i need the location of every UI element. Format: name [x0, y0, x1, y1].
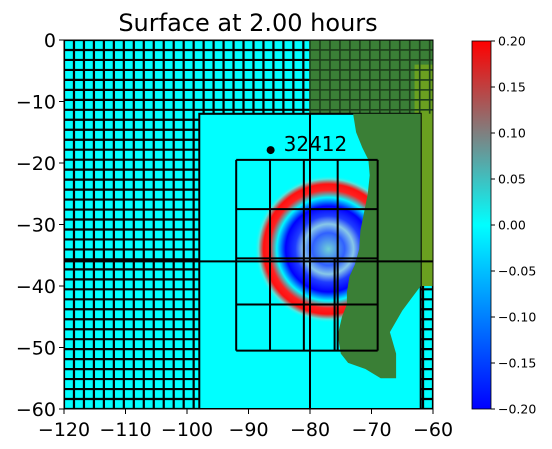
y-tick-label: −30 — [16, 215, 56, 237]
colorbar-tick-label: 0.15 — [498, 80, 526, 95]
y-axis: 0 −10 −20 −30 −40 −50 −60 — [16, 30, 64, 421]
x-tick-label: −110 — [99, 419, 151, 441]
x-tick-label: −120 — [38, 419, 90, 441]
x-tick-label: −90 — [228, 419, 268, 441]
colorbar — [471, 40, 492, 410]
y-tick-label: −20 — [16, 153, 56, 175]
y-tick-label: −10 — [16, 92, 56, 114]
region-lines — [64, 113, 433, 409]
land-edge — [420, 113, 433, 286]
y-tick-label: 0 — [44, 30, 56, 52]
y-tick-label: −40 — [16, 276, 56, 298]
colorbar-tick-label: −0.15 — [498, 356, 536, 371]
coastline-land — [337, 113, 421, 379]
refinement-region-2 — [235, 158, 379, 352]
y-tick-label: −60 — [16, 399, 56, 421]
colorbar-tick-label: 0.20 — [498, 34, 526, 49]
colorbar-tick-label: 0.00 — [498, 218, 526, 233]
colorbar-tick-label: −0.20 — [498, 402, 536, 417]
x-tick-label: −70 — [351, 419, 391, 441]
gauge-marker — [266, 146, 275, 155]
chart-title: Surface at 2.00 hours — [118, 9, 377, 37]
x-axis: −120 −110 −100 −90 −80 −70 −60 — [38, 409, 453, 441]
colorbar-axis: 0.20 0.15 0.10 0.05 0.00 −0.05 −0.10 −0.15 −0.20 — [491, 34, 536, 417]
x-tick-label: −80 — [290, 419, 330, 441]
colorbar-tick-label: −0.10 — [498, 310, 536, 325]
gauge-label: 32412 — [284, 132, 348, 156]
colorbar-tick-label: 0.10 — [498, 126, 526, 141]
x-tick-label: −60 — [413, 419, 453, 441]
colorbar-tick-label: −0.05 — [498, 264, 536, 279]
y-tick-label: −50 — [16, 338, 56, 360]
x-tick-label: −100 — [161, 419, 213, 441]
colorbar-tick-label: 0.05 — [498, 172, 526, 187]
